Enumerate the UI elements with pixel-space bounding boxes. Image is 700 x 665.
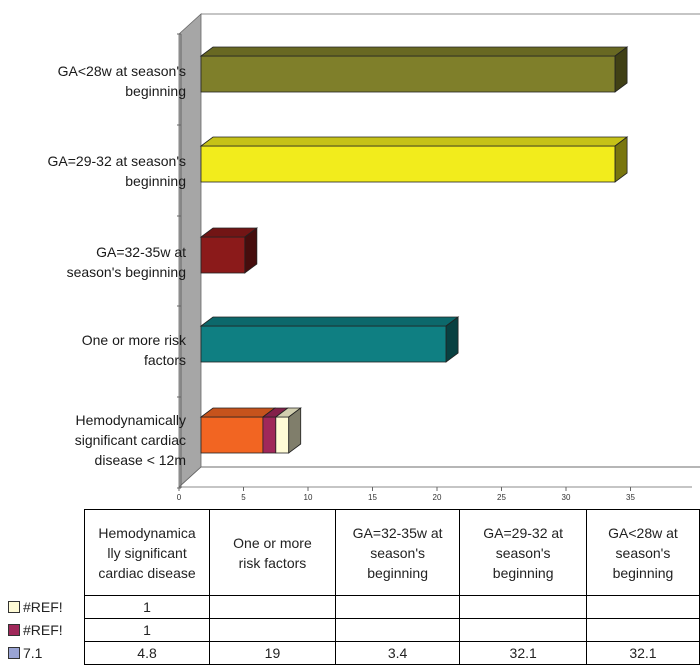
table-header-line: season's xyxy=(495,544,551,561)
x-tick-label: 20 xyxy=(433,493,442,502)
table-header-line: GA<28w at xyxy=(608,524,678,541)
legend-entry: #REF! xyxy=(8,619,63,641)
legend-swatch xyxy=(8,647,20,659)
category-label-line: beginning xyxy=(125,173,186,189)
table-header-line: season's xyxy=(370,544,426,561)
bar-top xyxy=(199,136,629,147)
data-table: Hemodynamica lly significant cardiac disea… xyxy=(83,509,700,665)
table-header-4: GA<28w at season's beginning xyxy=(585,509,700,596)
category-label-line: GA=29-32 at season's xyxy=(47,153,186,169)
table-cell: 1 xyxy=(83,618,211,642)
legend-label: #REF! xyxy=(23,599,63,615)
legend-swatch xyxy=(8,601,20,613)
category-label-line: One or more risk xyxy=(81,332,186,348)
table-cell: 1 xyxy=(83,595,211,619)
bar-side xyxy=(445,316,459,363)
bar-side xyxy=(244,227,258,274)
bar-segment xyxy=(200,325,447,363)
bar-side xyxy=(288,407,302,454)
table-cell: 32.1 xyxy=(459,641,587,665)
legend-swatch xyxy=(8,624,20,636)
bar-segment xyxy=(262,416,277,454)
legend-label: #REF! xyxy=(23,622,63,638)
legend-label: 7.1 xyxy=(23,645,43,661)
bar-segment xyxy=(200,236,246,274)
bar-segment xyxy=(200,416,264,454)
category-label-line: factors xyxy=(143,352,186,368)
bar-top xyxy=(199,46,629,57)
table-cell xyxy=(209,618,336,642)
category-label-line: Hemodynamically xyxy=(75,412,186,428)
table-row: 1 xyxy=(83,595,700,619)
table-header-2: GA=32-35w at season's beginning xyxy=(334,509,461,596)
category-label: GA=29-32 at season's beginning xyxy=(6,151,186,191)
bar-top xyxy=(199,407,277,418)
table-cell xyxy=(459,595,587,619)
table-header-line: Hemodynamica xyxy=(98,524,196,541)
table-cell xyxy=(334,595,461,619)
table-header-1: One or more risk factors xyxy=(209,509,336,596)
table-header-0: Hemodynamica lly significant cardiac disea… xyxy=(83,509,211,596)
bar-segment xyxy=(200,55,616,93)
category-label-line: season's beginning xyxy=(66,264,186,280)
category-label-line: beginning xyxy=(125,83,186,99)
category-label: GA<28w at season's beginning xyxy=(6,61,186,101)
table-header-line: GA=29-32 at xyxy=(483,524,564,541)
table-row: 1 xyxy=(83,618,700,642)
table-header-line: risk factors xyxy=(238,554,307,571)
bar-segment xyxy=(200,145,616,183)
table-cell: 4.8 xyxy=(83,641,211,665)
table-header-line: beginning xyxy=(367,564,428,581)
x-tick-label: 5 xyxy=(241,493,246,502)
category-label: Hemodynamically significant cardiac diseas… xyxy=(6,410,186,470)
x-tick-label: 35 xyxy=(626,493,635,502)
x-tick-label: 25 xyxy=(497,493,506,502)
table-cell: 3.4 xyxy=(334,641,461,665)
x-tick-label: 0 xyxy=(177,493,182,502)
x-tick-label: 15 xyxy=(368,493,377,502)
table-header-line: cardiac disease xyxy=(98,564,196,581)
category-label: GA=32-35w at season's beginning xyxy=(6,242,186,282)
table-header-line: season's xyxy=(615,544,671,561)
table-cell: 32.1 xyxy=(585,641,700,665)
bar-side xyxy=(614,46,628,93)
table-header-3: GA=29-32 at season's beginning xyxy=(459,509,587,596)
table-cell xyxy=(209,595,336,619)
table-header-line: One or more xyxy=(233,534,312,551)
x-tick-label: 30 xyxy=(562,493,571,502)
table-header-line: beginning xyxy=(492,564,554,581)
category-label-line: GA<28w at season's xyxy=(57,63,186,79)
table-row: 4.8 19 3.4 32.1 32.1 xyxy=(83,641,700,665)
table-header-line: beginning xyxy=(612,564,674,581)
table-cell xyxy=(585,595,700,619)
bar-side xyxy=(614,136,628,183)
category-label-line: disease < 12m xyxy=(94,452,186,468)
table-cell xyxy=(459,618,587,642)
legend-entry: 7.1 xyxy=(8,642,42,664)
table-header-line: lly significant xyxy=(107,544,187,561)
table-cell xyxy=(334,618,461,642)
category-label: One or more risk factors xyxy=(6,330,186,370)
floor xyxy=(178,466,700,488)
table-header-row: Hemodynamica lly significant cardiac disea… xyxy=(83,509,700,596)
x-tick-label: 10 xyxy=(304,493,313,502)
legend-entry: #REF! xyxy=(8,596,63,618)
table-cell: 19 xyxy=(209,641,336,665)
table-header-line: GA=32-35w at xyxy=(352,524,443,541)
bar-segment xyxy=(275,416,290,454)
table-cell xyxy=(585,618,700,642)
category-label-line: significant cardiac xyxy=(74,432,186,448)
bar-top xyxy=(199,316,460,327)
category-label-line: GA=32-35w at xyxy=(96,244,186,260)
